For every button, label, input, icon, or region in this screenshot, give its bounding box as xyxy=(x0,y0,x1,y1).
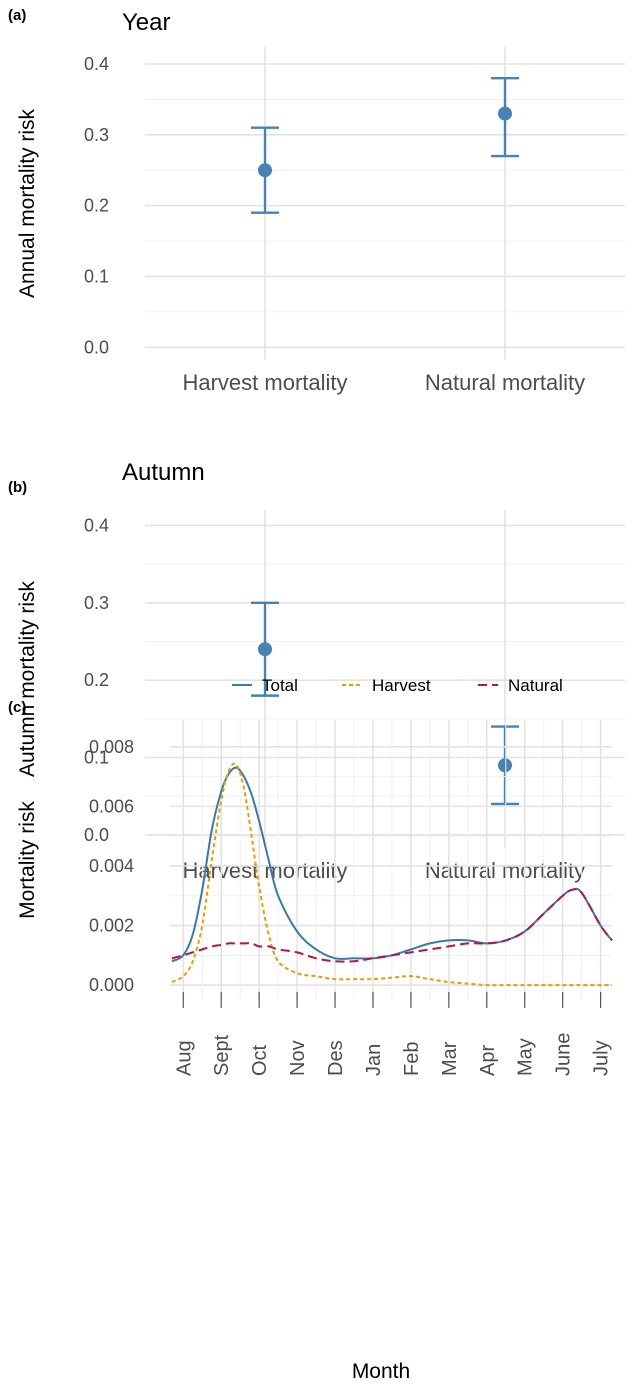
panel-label: (a) xyxy=(8,7,26,24)
y-axis-title: Annual mortality risk xyxy=(16,108,39,298)
point xyxy=(258,642,272,657)
panel-title: Year xyxy=(122,9,171,36)
y-tick-label: 0.006 xyxy=(89,796,134,816)
x-tick-label: July xyxy=(591,1040,613,1076)
y-tick-label: 0.008 xyxy=(89,737,134,757)
x-tick-label: June xyxy=(553,1033,575,1076)
point xyxy=(498,106,512,121)
y-tick-label: 0.000 xyxy=(89,975,134,995)
x-tick-label: Apr xyxy=(477,1045,499,1076)
y-tick-label: 0.4 xyxy=(84,54,109,74)
y-tick-label: 0.0 xyxy=(84,825,109,845)
y-tick-label: 0.2 xyxy=(84,670,109,690)
x-tick-label: Natural mortality xyxy=(425,370,585,395)
x-tick-label: Natural mortality xyxy=(425,858,585,883)
legend-label: Harvest xyxy=(372,676,431,695)
series-line xyxy=(171,887,613,963)
y-tick-label: 0.1 xyxy=(84,748,109,768)
y-tick-label: 0.004 xyxy=(89,856,134,876)
x-tick-label: Oct xyxy=(249,1044,271,1076)
x-tick-label: Aug xyxy=(173,1040,195,1076)
y-tick-label: 0.4 xyxy=(84,515,109,535)
x-tick-label: May xyxy=(515,1038,537,1076)
x-tick-label: Harvest mortality xyxy=(182,370,347,395)
y-tick-label: 0.2 xyxy=(84,196,109,216)
x-tick-label: Sept xyxy=(211,1034,233,1076)
y-tick-label: 0.0 xyxy=(84,337,109,357)
x-tick-label: Feb xyxy=(401,1042,423,1076)
y-axis-title: Autumn mortality risk xyxy=(16,580,39,777)
x-axis-title: Month xyxy=(352,1360,410,1383)
legend-label: Natural xyxy=(508,676,563,695)
y-tick-label: 0.1 xyxy=(84,266,109,286)
x-tick-label: Mar xyxy=(439,1041,461,1076)
y-tick-label: 0.002 xyxy=(89,916,134,936)
panel-label: (b) xyxy=(8,479,27,496)
y-axis-title: Mortality risk xyxy=(16,801,39,919)
x-tick-label: Jan xyxy=(363,1044,385,1076)
legend-label: Total xyxy=(262,676,298,695)
y-tick-label: 0.3 xyxy=(84,593,109,613)
point xyxy=(258,163,272,178)
y-tick-label: 0.3 xyxy=(84,125,109,145)
point xyxy=(498,758,512,773)
x-tick-label: Nov xyxy=(287,1040,309,1076)
panel-title: Autumn xyxy=(122,459,205,486)
panel-label: (c) xyxy=(8,699,26,716)
series-line xyxy=(171,762,612,987)
x-tick-label: Des xyxy=(325,1040,347,1076)
